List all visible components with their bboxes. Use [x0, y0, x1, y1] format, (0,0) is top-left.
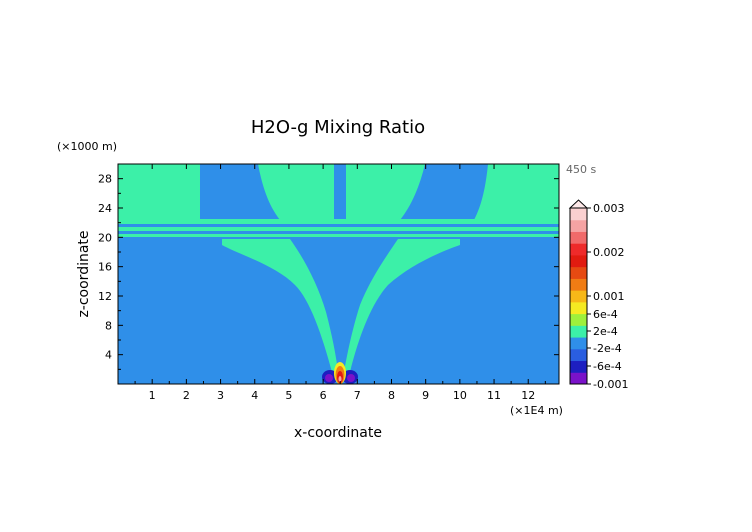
x-tick-label: 6 — [320, 389, 327, 402]
chart-title: H2O-g Mixing Ratio — [251, 117, 425, 138]
upper-green-top-2 — [346, 164, 425, 220]
y-tick-label: 8 — [105, 319, 112, 332]
plume-right-arm — [344, 239, 460, 372]
colorbar-label: 2e-4 — [593, 325, 618, 338]
y-tick-label: 16 — [98, 261, 112, 274]
plot-frame — [117, 163, 560, 385]
y-tick-label: 12 — [98, 290, 112, 303]
colorbar-label: 0.001 — [593, 290, 625, 303]
x-tick-label: 12 — [521, 389, 535, 402]
upper-green-top-1 — [258, 164, 334, 220]
colorbar-label: 0.002 — [593, 246, 625, 259]
y-axis: 4 8 12 16 20 24 28 — [98, 173, 559, 370]
x-tick-label: 1 — [149, 389, 156, 402]
upper-green-right — [474, 164, 559, 220]
colorbar-segment — [570, 266, 587, 279]
colorbar-label: 0.003 — [593, 202, 625, 215]
y-tick-label: 20 — [98, 231, 112, 244]
colorbar-segment — [570, 301, 587, 315]
x-tick-label: 7 — [354, 389, 361, 402]
colorbar-segment — [570, 278, 587, 291]
colorbar-segment — [570, 348, 587, 362]
x-axis-title: x-coordinate — [294, 425, 382, 441]
x-tick-label: 4 — [251, 389, 258, 402]
colorbar-segment — [570, 360, 587, 373]
colorbar-top-arrow — [568, 199, 589, 209]
y-tick-label: 24 — [98, 202, 112, 215]
colorbar-segment — [570, 254, 587, 268]
x-unit-label: (×1E4 m) — [510, 404, 563, 417]
neg-lobe-right-inner — [347, 374, 355, 382]
neg-lobe-left-inner — [325, 374, 333, 382]
y-tick-label: 28 — [98, 173, 112, 186]
x-tick-label: 5 — [285, 389, 292, 402]
source-pink — [338, 376, 342, 382]
colorbar-label: -2e-4 — [593, 342, 622, 355]
contour-field — [118, 164, 559, 384]
x-tick-label: 8 — [388, 389, 395, 402]
colorbar-segment — [570, 208, 587, 221]
colorbar-segment — [570, 337, 587, 350]
colorbar-segment — [570, 219, 587, 232]
x-tick-label: 2 — [183, 389, 190, 402]
x-axis: 1 2 3 4 5 6 7 8 9 10 11 12 — [134, 164, 546, 402]
colorbar-segment — [570, 313, 587, 326]
upper-green-left — [118, 164, 200, 220]
x-tick-label: 10 — [453, 389, 467, 402]
colorbar-label: -6e-4 — [593, 360, 622, 373]
y-tick-label: 4 — [105, 349, 112, 362]
y-unit-label: (×1000 m) — [57, 140, 117, 153]
colorbar-segment — [570, 243, 587, 256]
colorbar-segment — [570, 290, 587, 303]
colorbar: 0.003 0.002 0.001 6e-4 2e-4 -2e-4 -6e-4 -0.001 — [568, 199, 628, 391]
y-axis-title: z-coordinate — [76, 230, 92, 317]
colorbar-label: 6e-4 — [593, 308, 618, 321]
colorbar-segment — [570, 231, 587, 244]
colorbar-label: -0.001 — [593, 378, 628, 391]
time-label: 450 s — [566, 163, 596, 176]
colorbar-segment — [570, 325, 587, 338]
band-1 — [118, 219, 559, 224]
x-tick-label: 9 — [422, 389, 429, 402]
band-2 — [118, 227, 559, 231]
colorbar-segment — [570, 372, 587, 385]
x-tick-label: 11 — [487, 389, 501, 402]
plume-left-arm — [222, 239, 338, 372]
x-tick-label: 3 — [217, 389, 224, 402]
band-3 — [118, 234, 559, 237]
